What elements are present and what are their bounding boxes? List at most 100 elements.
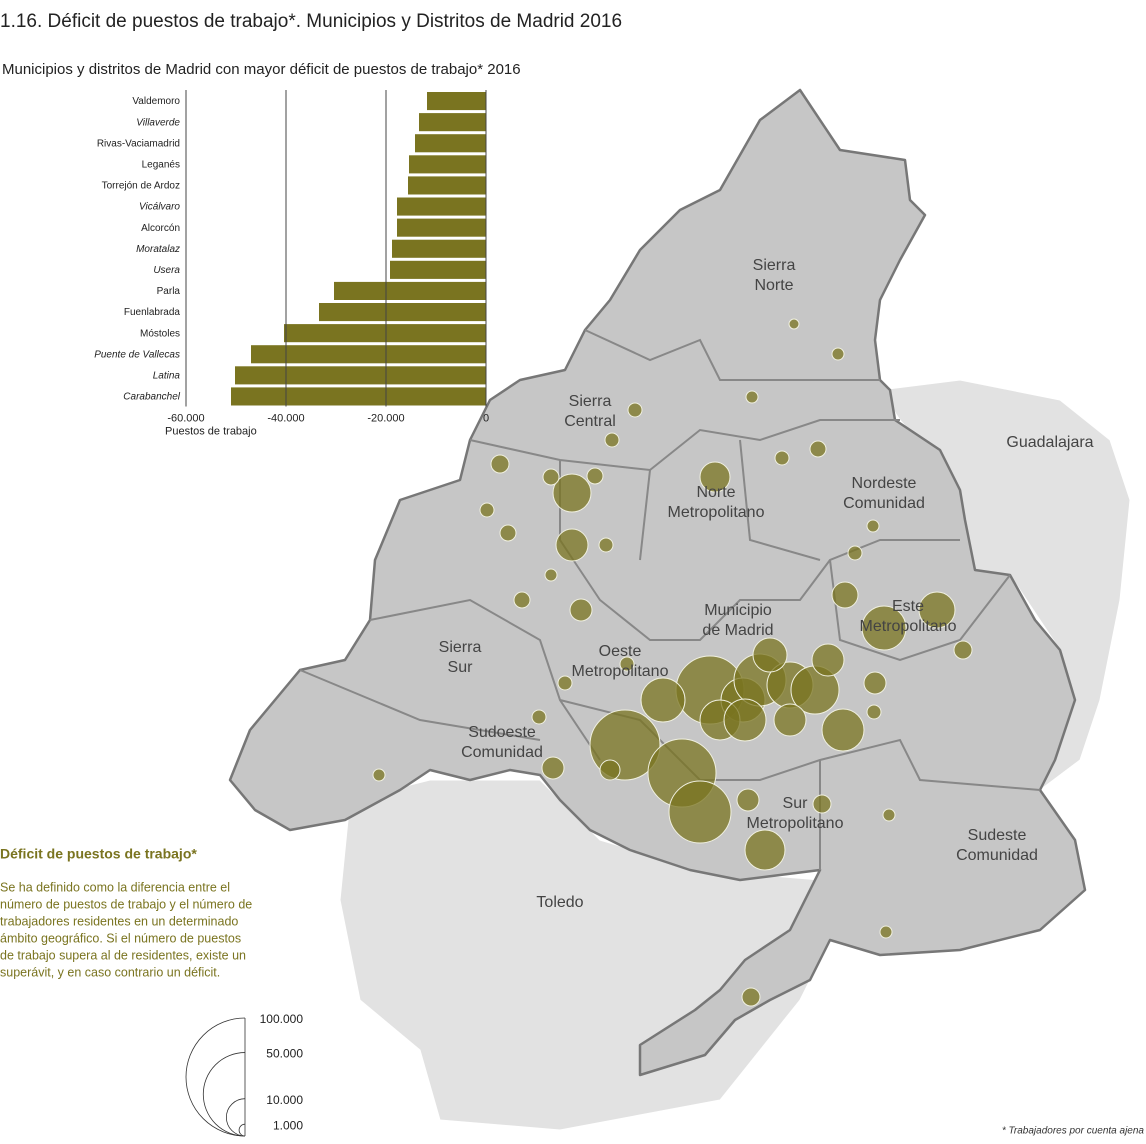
bar bbox=[319, 303, 486, 322]
zone-border bbox=[299, 329, 1041, 870]
y-tick-label: Valdemoro bbox=[132, 96, 180, 107]
size-arc bbox=[202, 1052, 246, 1137]
bubble bbox=[542, 468, 560, 486]
bubble bbox=[744, 829, 786, 871]
bubble bbox=[773, 703, 807, 737]
bubble bbox=[531, 709, 547, 725]
y-tick-label: Latina bbox=[153, 370, 181, 381]
size-arc bbox=[238, 1123, 246, 1137]
bubble bbox=[745, 390, 759, 404]
bar bbox=[251, 345, 486, 364]
page-title: 1.16. Déficit de puestos de trabajo*. Mu… bbox=[0, 11, 622, 32]
y-tick-label: Usera bbox=[153, 265, 180, 276]
size-arc bbox=[226, 1098, 246, 1137]
region-label: Sur Metropolitano bbox=[747, 795, 844, 832]
legend-line: trabajadores residentes en un determinad… bbox=[0, 914, 238, 928]
size-label: 50.000 bbox=[266, 1047, 303, 1061]
region-label: Este Metropolitano bbox=[860, 598, 957, 635]
bubble bbox=[866, 704, 882, 720]
y-tick-label: Móstoles bbox=[140, 328, 180, 339]
legend-line: de trabajo supera al de residentes, exis… bbox=[0, 948, 246, 962]
y-tick-label: Puente de Vallecas bbox=[94, 349, 180, 360]
bubble bbox=[812, 794, 832, 814]
bar bbox=[415, 134, 486, 153]
bubble bbox=[586, 467, 604, 485]
bubble bbox=[752, 637, 788, 673]
bubble bbox=[788, 318, 800, 330]
bubble bbox=[847, 545, 863, 561]
region-label: Sudeste Comunidad bbox=[956, 827, 1038, 864]
bubble bbox=[604, 432, 620, 448]
bar bbox=[235, 366, 486, 385]
bubble bbox=[699, 461, 731, 493]
bubble bbox=[953, 640, 973, 660]
size-label: 10.000 bbox=[266, 1093, 303, 1107]
x-tick-label: 0 bbox=[483, 412, 489, 424]
x-tick-label: -20.000 bbox=[367, 412, 404, 424]
footnote: * Trabajadores por cuenta ajena bbox=[1002, 1126, 1145, 1137]
madrid-region bbox=[228, 88, 1087, 1077]
region-label: Sierra Central bbox=[564, 393, 616, 430]
y-tick-label: Moratalaz bbox=[136, 244, 180, 255]
bubble bbox=[668, 780, 732, 844]
y-tick-label: Villaverde bbox=[136, 117, 180, 128]
bar bbox=[392, 239, 486, 258]
bubble bbox=[479, 502, 495, 518]
bubble bbox=[882, 808, 896, 822]
region-label: Oeste Metropolitano bbox=[572, 643, 669, 680]
bar bbox=[397, 197, 486, 216]
x-tick-label: -40.000 bbox=[267, 412, 304, 424]
bubble bbox=[555, 528, 589, 562]
bubble bbox=[557, 675, 573, 691]
y-tick-label: Leganés bbox=[142, 159, 180, 170]
y-tick-label: Rivas-Vaciamadrid bbox=[97, 138, 180, 149]
bubble bbox=[821, 708, 865, 752]
bar bbox=[231, 387, 486, 406]
size-label: 1.000 bbox=[273, 1118, 303, 1132]
y-tick-label: Carabanchel bbox=[123, 392, 180, 403]
region-label: Norte Metropolitano bbox=[668, 484, 765, 521]
bubble bbox=[490, 454, 510, 474]
bubbles bbox=[372, 318, 973, 1007]
bubble bbox=[866, 519, 880, 533]
legend-line: número de puestos de trabajo y el número… bbox=[0, 897, 252, 911]
bar bbox=[427, 92, 486, 111]
region-label: Nordeste Comunidad bbox=[843, 475, 925, 512]
bubble bbox=[809, 440, 827, 458]
bar bbox=[397, 218, 486, 237]
bar bbox=[390, 260, 486, 279]
region-label: Toledo bbox=[536, 894, 583, 911]
bubble bbox=[861, 605, 907, 651]
bubble bbox=[599, 759, 621, 781]
chart-title: Municipios y distritos de Madrid con may… bbox=[2, 61, 521, 78]
bubble bbox=[552, 473, 592, 513]
y-tick-label: Parla bbox=[157, 286, 181, 297]
region-label: Guadalajara bbox=[1006, 434, 1093, 451]
x-axis-label: Puestos de trabajo bbox=[165, 425, 257, 437]
legend-line: ámbito geográfico. Si el número de puest… bbox=[0, 931, 241, 945]
size-arc bbox=[185, 1017, 246, 1137]
bubble bbox=[513, 591, 531, 609]
size-legend: 100.000 50.000 10.000 1.000 bbox=[185, 1012, 304, 1137]
bubble bbox=[499, 524, 517, 542]
bubble bbox=[619, 656, 635, 672]
legend-line: superávit, y en caso contrario un défici… bbox=[0, 965, 220, 979]
y-tick-label: Torrejón de Ardoz bbox=[102, 181, 180, 192]
y-tick-label: Vicálvaro bbox=[139, 202, 180, 213]
bubble bbox=[627, 402, 643, 418]
x-tick-label: -60.000 bbox=[167, 412, 204, 424]
bar bbox=[409, 155, 486, 174]
map-labels: Sierra Norte Sierra Central Norte Metropolita… bbox=[439, 257, 1094, 911]
bubble bbox=[723, 698, 767, 742]
bubble bbox=[640, 677, 686, 723]
map: Sierra Norte Sierra Central Norte Metropolita… bbox=[228, 88, 1131, 1131]
region-label: Sudoeste Comunidad bbox=[461, 724, 543, 761]
size-label: 100.000 bbox=[260, 1012, 304, 1026]
bar-chart: Valdemoro Villaverde Rivas-Vaciamadrid Lega… bbox=[94, 90, 489, 437]
bubble bbox=[736, 788, 760, 812]
bubble bbox=[544, 568, 558, 582]
region-label: Sierra Norte bbox=[753, 257, 796, 294]
bubble bbox=[598, 537, 614, 553]
y-tick-label: Alcorcón bbox=[141, 223, 180, 234]
